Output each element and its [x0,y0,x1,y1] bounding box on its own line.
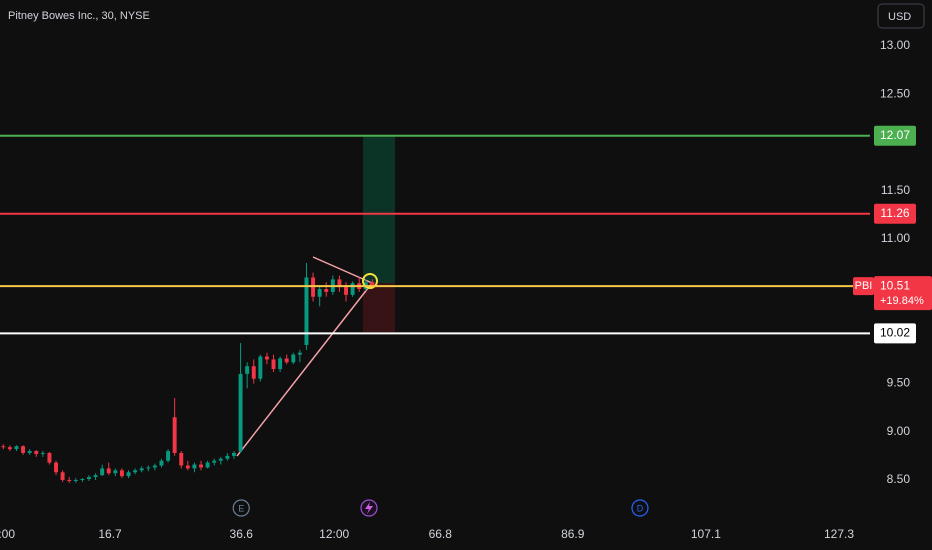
candle-body [80,479,85,481]
candle-body [67,479,72,481]
candle-body [238,373,243,452]
candle-body [119,470,124,477]
x-tick-label: 12:00 [0,527,15,541]
candle-body [291,354,296,363]
candle-body [40,452,45,454]
candle-body [278,358,283,370]
candle-body [27,451,32,453]
candle-body [54,462,58,473]
candle-body [192,464,197,469]
y-tick-label: 8.50 [887,472,911,486]
lightning [365,502,373,514]
candle-body [258,356,263,379]
candle-body [113,470,118,474]
candle-body [100,468,105,476]
candle-body [185,465,190,469]
y-tick-label: 11.00 [881,231,910,245]
candle-body [87,477,91,480]
candle-body [1,446,6,448]
highlight-circle [362,273,378,289]
chart-title: Pitney Bowes Inc., 30, NYSE [8,10,150,22]
currency[interactable]: USD [888,11,911,23]
y-tick-label: 11.50 [881,183,910,197]
candle-body [350,283,355,295]
y-tick-label: 12.50 [880,86,910,100]
candle-body [133,470,138,473]
candle-body [264,356,269,360]
candle-body [146,467,151,469]
loss-zone [363,283,395,332]
last-price-tag [874,276,932,311]
x-tick-label: 12:00 [319,527,349,541]
candle-body [139,468,144,471]
x-tick-label: 86.9 [561,527,585,541]
candle-body [21,446,26,453]
price-level-label: 11.26 [880,206,909,220]
price-level-tag [874,323,916,344]
candle-body [271,359,276,370]
candle-body [297,352,302,355]
candle-body [60,472,65,480]
price-level-label: 12.07 [880,128,910,142]
candle-body [284,358,289,363]
candle-body [152,465,157,468]
y-tick-label: 9.50 [887,376,911,390]
x-tick-label: 127.3 [824,527,854,541]
event-marker [631,499,649,517]
candle-body [166,451,171,461]
candle-body [317,289,322,297]
candle-body [93,475,98,478]
price-level-label: 10.02 [880,326,910,340]
candle-body [251,366,256,379]
profit-zone [363,135,395,283]
candle-body [344,287,348,295]
candle-body [172,417,177,453]
x-tick-label: 66.8 [429,527,453,541]
currency-button[interactable] [877,3,925,29]
candle-body [126,472,131,477]
candle-body [232,452,236,456]
event-marker [232,499,250,517]
last-price-label: 10.51 [880,278,910,292]
candle-body [218,458,223,461]
candle-body [106,468,111,474]
candle-body [34,451,39,454]
candle-body [304,277,309,345]
candle-body [7,447,12,450]
candle-body [159,460,164,466]
event-label: D [637,503,644,513]
y-tick-label: 13.00 [880,38,910,52]
y-tick-label: 9.00 [887,424,911,438]
candle-body [205,462,210,468]
candle-body [324,289,329,292]
symbol-tag [853,277,874,296]
event-label: E [238,503,244,513]
candle-body [337,279,342,288]
x-tick-label: 107.1 [691,527,721,541]
candle-body [199,464,203,468]
candle-body [225,455,230,459]
candle-body [73,479,78,481]
candle-body [212,460,217,463]
symbol-label: PBI [855,280,873,292]
candle-body [47,452,52,463]
candle-body [245,366,250,374]
price-level-tag [874,125,916,146]
price-change-label: +19.84% [880,295,924,307]
candle-body [14,446,19,450]
x-tick-label: 16.7 [98,527,122,541]
price-level-tag [874,203,916,224]
candle-body [370,282,375,287]
x-tick-label: 36.6 [230,527,254,541]
candle-body [179,452,184,466]
